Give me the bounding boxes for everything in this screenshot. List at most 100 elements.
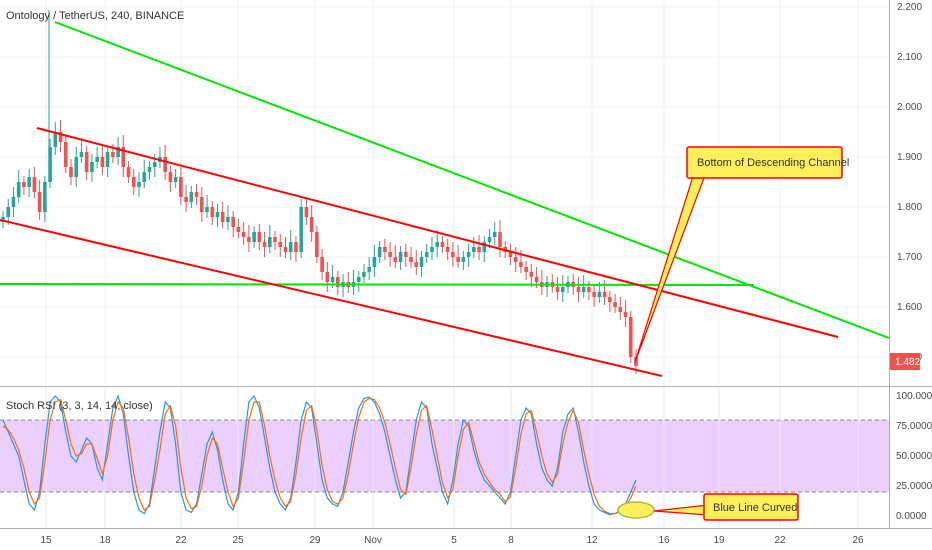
candle-body <box>84 152 89 172</box>
rsi-lines <box>2 394 637 516</box>
candle-body <box>231 217 235 227</box>
candle-body <box>367 267 371 272</box>
price-trendlines[interactable] <box>0 21 890 377</box>
candle-body <box>147 167 152 172</box>
stoch-rsi-pane[interactable]: Stoch RSI (3, 3, 14, 14, close) <box>0 388 889 528</box>
candle-body <box>6 207 11 217</box>
chart-title: Ontology / TetherUS, 240, BINANCE <box>6 10 184 22</box>
candle-body <box>22 182 26 187</box>
candle-body <box>184 197 188 202</box>
callout-box <box>686 146 843 179</box>
candle-body <box>111 152 115 157</box>
channel-upper-line[interactable] <box>36 127 839 338</box>
candle-body <box>330 277 335 282</box>
candle-body <box>43 182 47 212</box>
candle-body <box>372 257 377 267</box>
candle-body <box>126 167 131 177</box>
candle-body <box>513 257 518 262</box>
price-pane[interactable]: Ontology / TetherUS, 240, BINANCE <box>0 0 890 385</box>
candle-body <box>168 172 173 182</box>
candle-body <box>477 247 481 252</box>
rsi-band-fill <box>0 420 889 492</box>
candle-body <box>424 252 429 257</box>
candle-body <box>623 312 628 317</box>
rsi-tick-label: 0.0000 <box>896 511 927 522</box>
candle-body <box>210 207 215 217</box>
candle-body <box>131 177 136 187</box>
price-axis-background <box>889 0 932 528</box>
candle-body <box>315 232 319 257</box>
candle-body <box>325 272 330 282</box>
candle-body <box>236 227 241 232</box>
price-pane-background <box>0 0 889 385</box>
candle-body <box>445 247 450 252</box>
candle-body <box>472 247 476 252</box>
time-tick-label: 16 <box>658 535 670 546</box>
candle-body <box>215 212 220 217</box>
candle-body <box>587 287 591 292</box>
candle-body <box>226 217 230 222</box>
time-tick-label: 5 <box>451 535 457 546</box>
candle-body <box>283 247 288 252</box>
price-axis[interactable]: 2.2002.1002.0001.9001.8001.7001.6001.500… <box>889 0 932 528</box>
time-tick-label: 22 <box>175 535 187 546</box>
candle-body <box>393 257 398 262</box>
candle-body <box>268 237 272 247</box>
time-tick-label: 12 <box>586 535 598 546</box>
blue-line-curved-callout[interactable]: Blue Line Curved <box>653 493 799 521</box>
candle-body <box>241 232 246 237</box>
candle-body <box>273 237 277 242</box>
candle-body <box>48 147 52 182</box>
candle-body <box>576 287 581 292</box>
candle-body <box>482 242 487 252</box>
candle-body <box>299 207 303 252</box>
candle-body <box>419 257 424 267</box>
price-tick-label: 1.700 <box>897 252 922 263</box>
candle-body <box>90 162 94 172</box>
price-tick-label: 2.000 <box>897 102 922 113</box>
candle-body <box>592 292 596 297</box>
candle-body <box>116 147 120 157</box>
candle-body <box>498 232 502 247</box>
candle-body <box>257 232 262 242</box>
candle-body <box>105 152 110 167</box>
candle-body <box>1 217 5 222</box>
time-tick-label: 8 <box>508 535 514 546</box>
rsi-tick-label: 100.0000 <box>896 391 932 402</box>
candle-body <box>336 277 340 287</box>
stoch-d-line <box>2 397 637 515</box>
bottom-of-channel-callout[interactable]: Bottom of Descending Channel <box>634 146 849 363</box>
rsi-grid <box>45 388 859 528</box>
rsi-tick-label: 75.0000 <box>896 421 932 432</box>
price-tick-label: 1.900 <box>897 152 922 163</box>
price-tick-label: 2.100 <box>897 52 922 63</box>
time-tick-label: 25 <box>232 535 244 546</box>
channel-lower-line[interactable] <box>0 219 663 377</box>
time-tick-label: 29 <box>309 535 321 546</box>
candle-body <box>199 197 204 212</box>
candle-body <box>320 257 324 272</box>
candle-body <box>58 132 63 142</box>
rsi-tick-label: 25.0000 <box>896 481 932 492</box>
stoch-k-line <box>2 394 637 516</box>
candle-body <box>414 262 419 267</box>
candle-body <box>137 182 141 187</box>
time-axis[interactable]: 15 18 22 25 29 Nov 5 8 12 16 19 22 26 <box>0 528 932 547</box>
candle-body <box>534 277 539 282</box>
candle-body <box>194 192 199 197</box>
callout-bottom-text: Blue Line Curved <box>713 502 797 514</box>
stoch-rsi-title: Stoch RSI (3, 3, 14, 14, close) <box>6 400 153 412</box>
candle-body <box>32 177 37 192</box>
price-tick-label: 2.200 <box>897 2 922 13</box>
candle-body <box>189 192 194 202</box>
curve-highlight <box>617 501 655 519</box>
price-candles <box>1 10 638 374</box>
candle-body <box>205 207 209 212</box>
candle-body <box>456 257 460 262</box>
candle-body <box>173 177 178 182</box>
candle-body <box>63 142 68 167</box>
support-line[interactable] <box>0 283 755 286</box>
candle-body <box>356 277 361 282</box>
candle-body <box>524 267 528 272</box>
